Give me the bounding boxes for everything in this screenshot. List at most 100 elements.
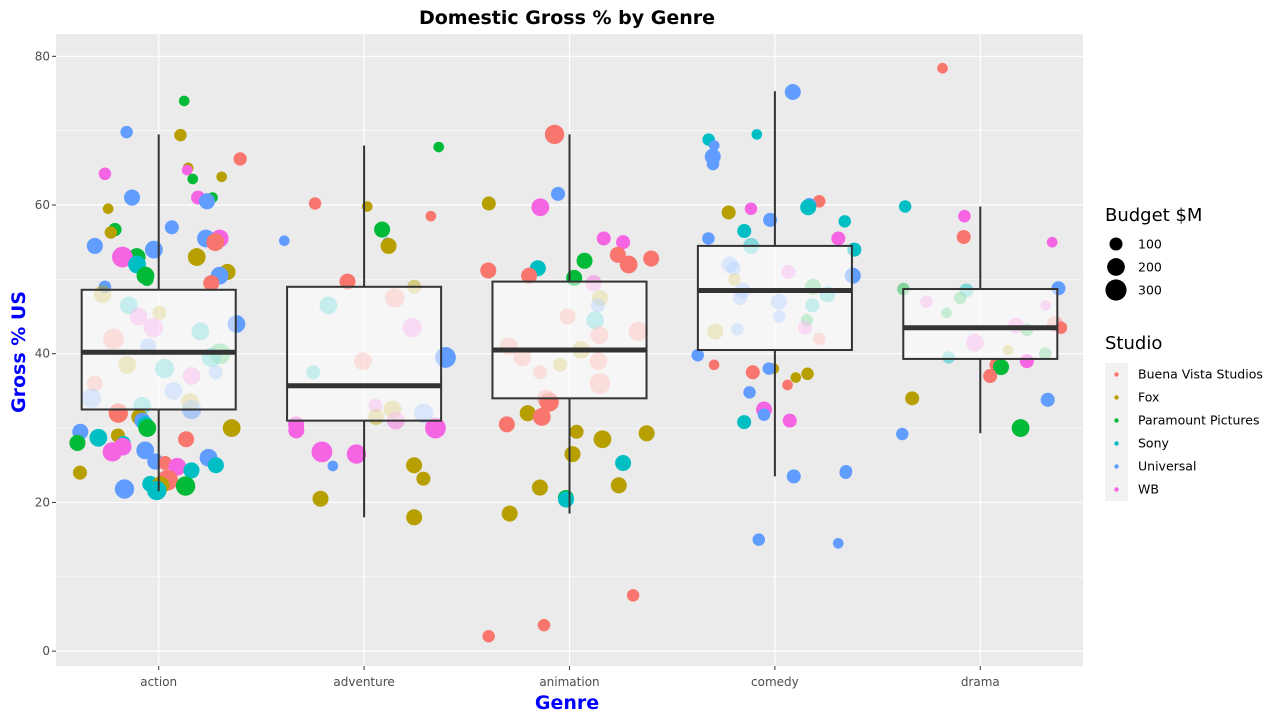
data-point: [564, 446, 581, 463]
data-point: [784, 83, 801, 101]
data-point: [187, 173, 199, 185]
x-tick-label: comedy: [751, 675, 799, 689]
box-iqr: [902, 288, 1059, 360]
data-point: [433, 141, 445, 153]
color-legend-label: WB: [1138, 482, 1159, 497]
size-legend-key: [1109, 237, 1123, 251]
data-point: [615, 454, 632, 472]
data-point: [181, 164, 193, 176]
data-point: [702, 232, 715, 245]
y-axis-title: Gross % US: [8, 291, 30, 413]
data-point: [610, 477, 627, 494]
data-point: [203, 275, 220, 292]
box-iqr: [80, 288, 237, 411]
data-point: [136, 441, 155, 460]
data-point: [706, 157, 720, 171]
data-point: [537, 618, 551, 632]
data-point: [752, 533, 765, 546]
data-point: [102, 203, 114, 215]
data-point: [498, 416, 515, 433]
chart-title: Domestic Gross % by Genre: [419, 7, 715, 29]
data-point: [782, 379, 793, 391]
data-point: [311, 441, 333, 463]
data-point: [89, 428, 108, 447]
data-point: [1011, 419, 1030, 437]
data-point: [312, 490, 329, 507]
data-point: [216, 171, 227, 183]
data-point: [708, 359, 720, 371]
data-point: [896, 427, 909, 441]
data-point: [482, 630, 495, 643]
data-point: [425, 210, 437, 222]
data-point: [832, 538, 844, 549]
data-point: [481, 196, 496, 211]
data-point: [638, 425, 655, 442]
data-point: [544, 124, 565, 145]
y-tick-label: 0: [42, 644, 50, 658]
data-point: [626, 589, 640, 602]
data-point: [958, 209, 971, 223]
data-point: [800, 199, 817, 216]
size-legend-label: 200: [1138, 260, 1162, 275]
data-point: [102, 442, 123, 462]
data-point: [380, 237, 397, 254]
data-point: [786, 469, 801, 484]
data-point: [992, 359, 1010, 376]
data-point: [346, 444, 367, 464]
y-tick-label: 20: [35, 495, 50, 509]
size-legend-label: 100: [1138, 237, 1162, 252]
data-point: [164, 220, 179, 235]
data-point: [86, 237, 103, 254]
data-point: [743, 386, 756, 399]
data-point: [278, 235, 290, 247]
data-point: [144, 240, 163, 259]
data-point: [206, 233, 225, 252]
data-point: [745, 365, 760, 380]
data-point: [531, 198, 550, 217]
data-point: [763, 212, 778, 227]
data-point: [782, 413, 797, 428]
data-point: [1040, 392, 1055, 407]
data-point: [838, 215, 851, 228]
color-legend-label: Universal: [1138, 459, 1196, 474]
data-point: [737, 415, 752, 430]
data-point: [744, 202, 758, 215]
color-legend-label: Buena Vista Studios: [1138, 367, 1263, 382]
data-point: [762, 362, 776, 375]
color-legend: Buena Vista Studios Fox Paramount Pictures…: [1105, 363, 1263, 501]
data-point: [222, 419, 241, 437]
data-point: [937, 62, 948, 74]
x-tick-label: adventure: [333, 675, 394, 689]
data-point: [114, 479, 135, 499]
data-point: [691, 348, 704, 362]
data-point: [406, 509, 423, 526]
data-point: [551, 186, 566, 201]
data-point: [124, 189, 141, 206]
box-iqr: [491, 280, 648, 400]
data-point: [174, 128, 187, 142]
data-point: [183, 462, 200, 479]
data-point: [790, 372, 802, 383]
data-point: [178, 431, 195, 448]
data-point: [576, 252, 593, 269]
y-tick-label: 80: [35, 49, 50, 63]
x-tick-label: action: [140, 675, 177, 689]
data-point: [831, 231, 846, 246]
data-point: [751, 129, 763, 140]
data-point: [327, 460, 339, 472]
data-point: [233, 152, 247, 166]
data-point: [416, 471, 431, 486]
data-point: [532, 408, 551, 426]
color-legend-key: [1114, 372, 1119, 377]
data-point: [69, 434, 86, 451]
color-legend-key: [1114, 418, 1119, 423]
data-point: [72, 465, 87, 480]
data-point: [521, 267, 538, 284]
data-point: [140, 272, 154, 287]
data-point: [120, 125, 133, 139]
size-legend-key: [1105, 279, 1127, 301]
size-legend-key: [1107, 258, 1125, 276]
data-point: [480, 262, 497, 279]
data-point: [104, 226, 118, 239]
data-point: [425, 417, 446, 439]
